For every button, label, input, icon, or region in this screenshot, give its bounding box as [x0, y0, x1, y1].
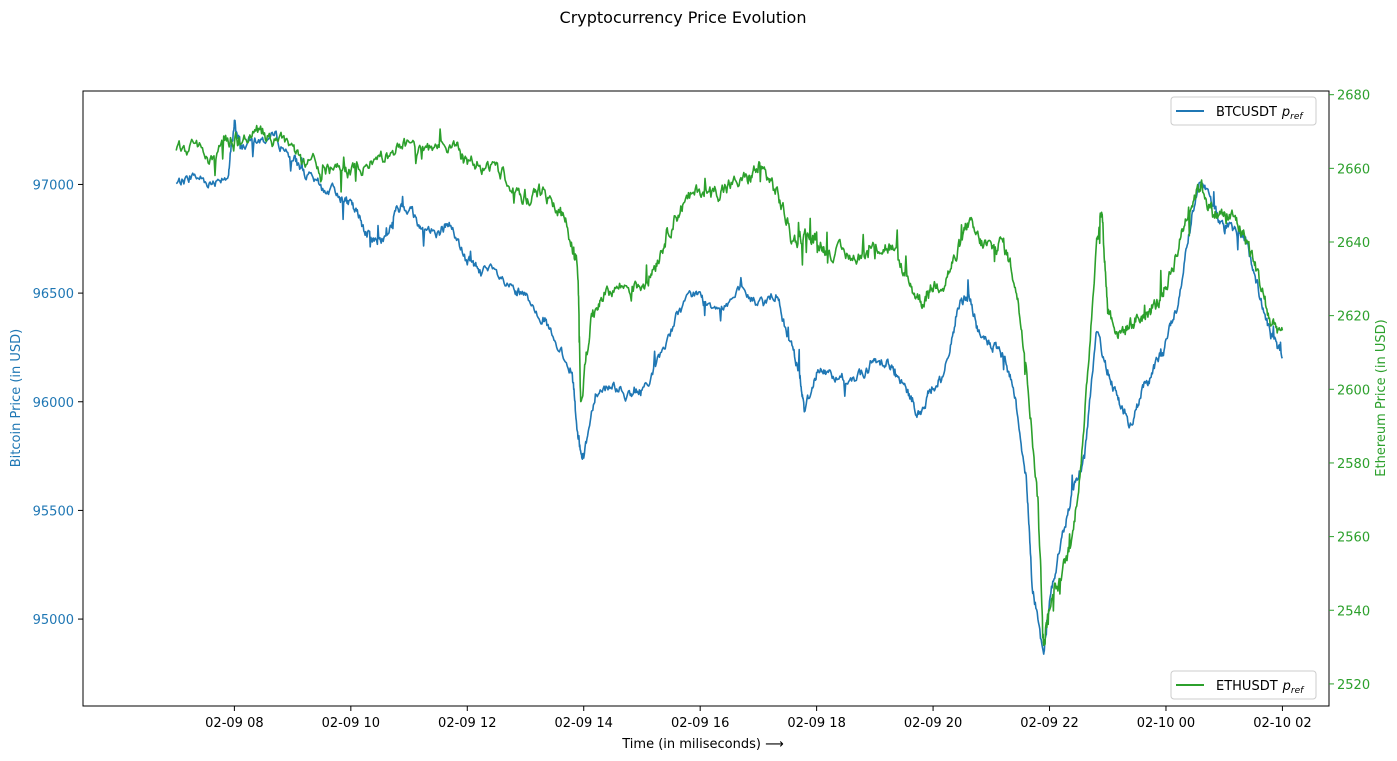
legend-btc: BTCUSDT pref: [1170, 96, 1317, 126]
x-tick-label-7: 02-09 22: [1020, 716, 1078, 731]
plot-frame: [82, 90, 1330, 707]
y-left-tick-label-3: 96500: [33, 287, 74, 302]
x-tick-label-8: 02-10 00: [1137, 716, 1195, 731]
legend-btc-text: BTCUSDT pref: [1216, 105, 1304, 122]
legend-btc-box: [1170, 96, 1317, 126]
x-tick-label-4: 02-09 16: [671, 716, 729, 731]
x-tick-label-2: 02-09 12: [438, 716, 496, 731]
y-left-tick-label-2: 96000: [33, 396, 74, 411]
x-tick-label-5: 02-09 18: [787, 716, 845, 731]
legend-eth: ETHUSDT pref: [1170, 670, 1317, 700]
y-left-tick-label-0: 95000: [33, 613, 74, 628]
x-tick-label-9: 02-10 02: [1253, 716, 1311, 731]
x-tick-label-6: 02-09 20: [904, 716, 962, 731]
legend-eth-p: p: [1282, 679, 1291, 694]
x-tick-label-3: 02-09 14: [555, 716, 613, 731]
legend-btc-sub: ref: [1290, 112, 1304, 122]
x-axis: 02-09 08 02-09 10 02-09 12 02-09 14 02-09 16…: [205, 706, 1312, 731]
btc-price-line: [175, 119, 1284, 655]
y-right-tick-label-4: 2600: [1337, 383, 1370, 398]
y-right-tick-label-2: 2560: [1337, 531, 1370, 546]
left-y-axis-label: Bitcoin Price (in USD): [9, 329, 24, 467]
x-tick-label-1: 02-09 10: [322, 716, 380, 731]
legend-eth-sub: ref: [1291, 686, 1305, 696]
right-y-axis-label: Ethereum Price (in USD): [1374, 319, 1389, 476]
y-right-tick-label-3: 2580: [1337, 457, 1370, 472]
left-y-axis: 95000 95500 96000 96500 97000: [33, 178, 83, 628]
legend-eth-box: [1170, 670, 1317, 700]
legend-eth-label: ETHUSDT: [1216, 679, 1278, 694]
eth-price-line: [175, 124, 1284, 647]
y-left-tick-label-1: 95500: [33, 504, 74, 519]
legend-eth-text: ETHUSDT pref: [1216, 679, 1305, 696]
y-right-tick-label-5: 2620: [1337, 310, 1370, 325]
x-axis-label: Time (in miliseconds) ⟶: [621, 737, 783, 752]
y-right-tick-label-8: 2680: [1337, 89, 1370, 104]
y-right-tick-label-6: 2640: [1337, 236, 1370, 251]
legend-btc-label: BTCUSDT: [1216, 105, 1277, 120]
chart-title: Cryptocurrency Price Evolution: [560, 8, 807, 27]
y-right-tick-label-1: 2540: [1337, 604, 1370, 619]
legend-btc-p: p: [1281, 105, 1290, 120]
y-left-tick-label-4: 97000: [33, 178, 74, 193]
right-y-axis: 2520 2540 2560 2580 2600 2620 2640 2660 2680: [1329, 89, 1370, 693]
x-tick-label-0: 02-09 08: [205, 716, 263, 731]
y-right-tick-label-0: 2520: [1337, 678, 1370, 693]
series-layer: [175, 119, 1284, 655]
y-right-tick-label-7: 2660: [1337, 162, 1370, 177]
